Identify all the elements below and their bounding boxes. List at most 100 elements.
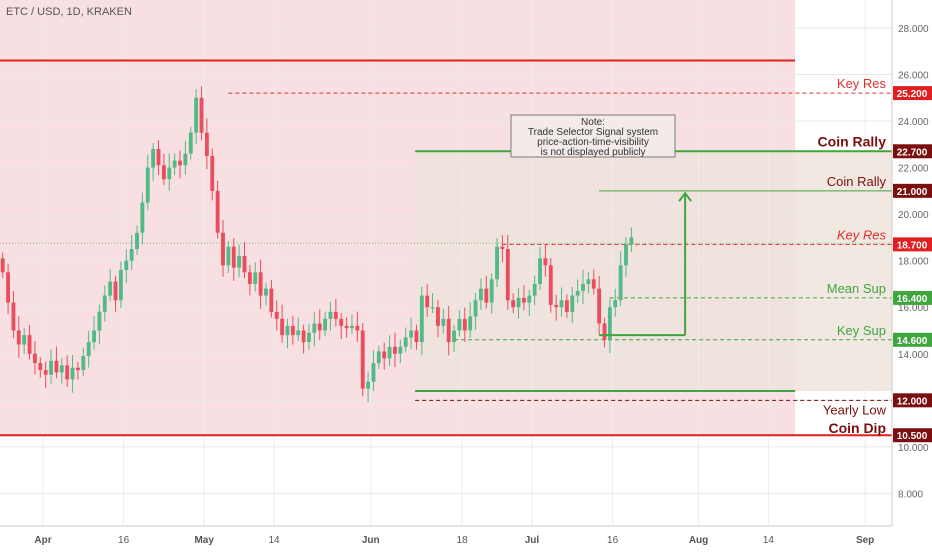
- candle-body: [312, 323, 317, 333]
- x-tick-label: Apr: [34, 535, 51, 546]
- candle-body: [409, 330, 414, 338]
- candle-body: [532, 283, 537, 296]
- x-tick-label: 14: [268, 535, 280, 546]
- candle-body: [618, 265, 623, 301]
- candle-body: [27, 335, 32, 354]
- price-badge-text: 25.200: [897, 89, 928, 100]
- candle-body: [430, 307, 435, 309]
- candle-body: [204, 132, 209, 156]
- candle-body: [376, 351, 381, 364]
- candle-body: [269, 288, 274, 312]
- candle-body: [183, 153, 188, 166]
- candle-body: [172, 160, 177, 168]
- y-tick-label: 10.000: [898, 443, 929, 454]
- candle-body: [543, 258, 548, 266]
- candle-body: [215, 190, 220, 233]
- candle-body: [500, 246, 505, 250]
- y-tick-label: 24.000: [898, 117, 929, 128]
- candle-body: [188, 132, 193, 154]
- note-line: Trade Selector Signal system: [528, 127, 658, 138]
- y-tick-label: 14.000: [898, 350, 929, 361]
- x-tick-label: 16: [607, 535, 619, 546]
- candle-body: [328, 311, 333, 319]
- candle-body: [462, 318, 467, 331]
- candle-body: [97, 311, 102, 331]
- candle-body: [194, 97, 199, 133]
- candle-body: [323, 318, 328, 331]
- candle-body: [360, 330, 365, 389]
- level-label-coin-dip: Coin Dip: [828, 420, 886, 436]
- price-badge: [893, 428, 932, 443]
- candle-body: [613, 300, 618, 308]
- candle-body: [285, 325, 290, 336]
- price-badge: [893, 183, 932, 198]
- candle-body: [425, 295, 430, 308]
- candle-body: [521, 297, 526, 303]
- y-tick-label: 28.000: [898, 24, 929, 35]
- candle-body: [629, 237, 634, 245]
- price-badge: [893, 332, 932, 347]
- candle-body: [527, 295, 532, 303]
- candle-body: [452, 330, 456, 343]
- candle-body: [38, 363, 43, 371]
- price-badge: [893, 237, 932, 252]
- note-line: is not displayed publicly: [540, 147, 645, 158]
- candle-body: [436, 307, 440, 326]
- candle-body: [129, 249, 134, 261]
- candle-body: [398, 346, 403, 354]
- candle-body: [49, 360, 53, 375]
- candle-body: [581, 283, 585, 291]
- candle-body: [371, 363, 376, 382]
- candle-body: [140, 202, 145, 233]
- candle-body: [226, 246, 231, 266]
- candle-body: [59, 365, 64, 373]
- candle-body: [419, 295, 424, 343]
- level-label-key-sup: Key Sup: [837, 323, 886, 338]
- candle-body: [403, 337, 408, 347]
- candle-body: [242, 256, 247, 273]
- candle-body: [511, 300, 516, 308]
- y-tick-label: 20.000: [898, 210, 929, 221]
- price-badge: [893, 393, 932, 408]
- x-tick-label: 14: [763, 535, 775, 546]
- price-badge: [893, 290, 932, 305]
- candle-body: [210, 155, 215, 191]
- candle-body: [237, 256, 242, 268]
- candle-body: [575, 290, 580, 296]
- candle-body: [81, 356, 86, 371]
- candle-body: [199, 97, 204, 133]
- candle-body: [296, 330, 301, 336]
- range-box: [415, 151, 892, 392]
- candle-body: [161, 165, 166, 180]
- candle-body: [167, 167, 172, 180]
- y-tick-label: 18.000: [898, 257, 929, 268]
- candle-body: [393, 346, 397, 354]
- x-tick-label: Jun: [362, 535, 380, 546]
- candle-body: [516, 297, 521, 308]
- rally-arrow-head: [678, 191, 692, 202]
- candle-body: [457, 318, 462, 331]
- x-tick-label: May: [194, 535, 214, 546]
- y-tick-label: 26.000: [898, 70, 929, 81]
- candle-body: [344, 325, 349, 329]
- candle-body: [538, 258, 542, 284]
- candle-body: [548, 265, 553, 305]
- candle-body: [414, 330, 419, 343]
- candle-body: [591, 279, 596, 289]
- candle-body: [333, 311, 338, 319]
- chart-title: ETC / USD, 1D, KRAKEN: [6, 6, 132, 18]
- candle-body: [317, 323, 322, 331]
- candle-body: [86, 342, 91, 357]
- candle-body: [484, 288, 489, 303]
- note-line: price-action-time-visibility: [537, 137, 649, 148]
- price-badge: [893, 86, 932, 101]
- candle-body: [92, 330, 96, 343]
- candle-body: [75, 367, 80, 371]
- level-label-mean-sup: Mean Sup: [827, 281, 886, 296]
- candle-body: [124, 260, 129, 270]
- candle-body: [135, 232, 139, 250]
- candle-body: [505, 249, 510, 301]
- candle-body: [473, 300, 478, 317]
- candle-body: [607, 307, 612, 340]
- price-badge-text: 14.600: [897, 336, 928, 347]
